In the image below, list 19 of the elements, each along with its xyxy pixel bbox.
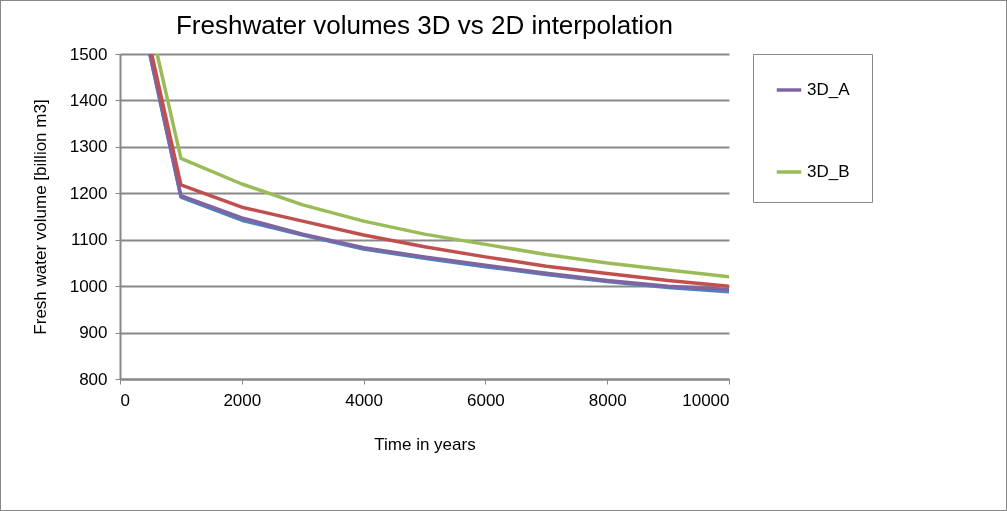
y-tick-label: 1000 — [69, 276, 108, 296]
chart-title: Freshwater volumes 3D vs 2D interpolation — [175, 10, 674, 40]
x-axis-title: Time in years — [374, 434, 476, 454]
x-tick-label: 0 — [120, 390, 130, 410]
x-tick-label: 4000 — [345, 390, 384, 410]
y-tick-label: 1100 — [70, 230, 108, 250]
x-tick-label: 2000 — [223, 390, 262, 410]
legend-label: 3D_B — [807, 162, 850, 181]
y-tick-label: 1400 — [69, 90, 108, 110]
y-tick-label: 800 — [79, 369, 108, 389]
y-tick-label: 1500 — [69, 44, 108, 64]
y-tick-label: 1200 — [69, 183, 108, 203]
y-axis-title: Fresh water volume [billion m3] — [30, 99, 50, 335]
x-tick-label: 8000 — [588, 390, 627, 410]
x-tick-label: 10000 — [682, 390, 730, 410]
y-tick-label: 1300 — [69, 137, 108, 157]
legend-label: 3D_A — [807, 80, 851, 99]
x-tick-label: 6000 — [466, 390, 505, 410]
y-tick-label: 900 — [79, 323, 108, 343]
